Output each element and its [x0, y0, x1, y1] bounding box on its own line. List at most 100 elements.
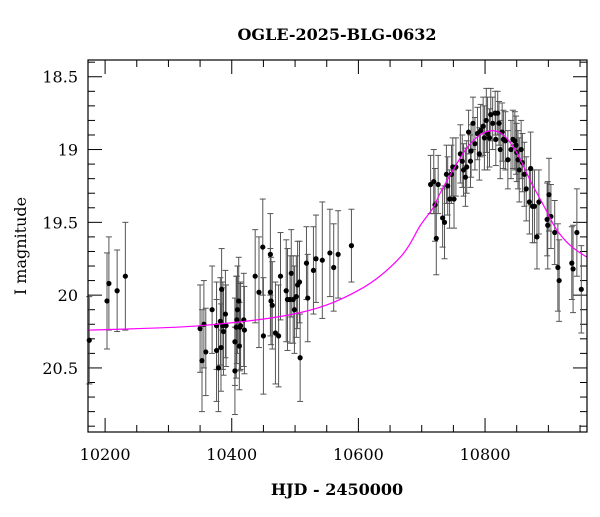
data-point	[441, 219, 448, 225]
data-point	[569, 260, 575, 266]
data-point	[465, 129, 472, 135]
y-tick-label: 20.5	[42, 359, 78, 378]
data-point	[481, 135, 488, 141]
y-tick-label: 19	[58, 141, 78, 160]
data-point	[483, 117, 489, 124]
data-point	[546, 192, 552, 198]
data-point	[480, 123, 486, 129]
data-point	[445, 183, 451, 189]
data-point	[106, 280, 112, 287]
data-point	[488, 111, 494, 118]
data-point	[440, 215, 446, 221]
error-bars	[86, 87, 585, 416]
data-point	[313, 256, 319, 262]
data-point	[122, 273, 128, 279]
data-point	[331, 264, 337, 271]
data-point	[570, 266, 576, 272]
data-points	[86, 110, 584, 374]
tick-labels: 10200 10400 10600 10800 18.5 19 19.5 20 20.5	[42, 68, 510, 464]
model-curve	[87, 130, 588, 331]
data-point	[215, 365, 222, 371]
data-point	[552, 229, 558, 236]
data-point	[521, 171, 527, 177]
data-point	[496, 120, 502, 126]
data-point	[513, 142, 519, 148]
data-point	[505, 157, 511, 163]
data-point	[574, 229, 580, 236]
data-point	[518, 146, 524, 153]
data-point	[476, 151, 482, 157]
data-point	[435, 181, 441, 188]
data-point	[446, 196, 453, 202]
data-point	[260, 333, 267, 339]
data-point	[241, 327, 248, 333]
data-point	[536, 199, 542, 205]
x-tick-label: 10800	[460, 445, 511, 464]
data-point	[555, 264, 561, 271]
data-point	[348, 243, 355, 249]
data-point	[213, 347, 220, 354]
data-point	[232, 368, 238, 374]
data-point	[335, 251, 341, 257]
y-axis-label: I magnitude	[11, 197, 30, 295]
data-point	[464, 164, 470, 170]
data-point	[534, 234, 540, 240]
data-point	[502, 138, 508, 144]
data-point	[327, 250, 333, 256]
data-point	[523, 186, 529, 192]
data-point	[578, 286, 584, 292]
data-point	[472, 141, 478, 147]
data-point	[197, 326, 203, 332]
data-point	[556, 277, 562, 284]
data-point	[267, 251, 273, 257]
data-point	[209, 307, 215, 313]
data-point	[223, 323, 229, 329]
data-point	[232, 339, 238, 345]
data-point	[104, 298, 110, 304]
data-point	[443, 171, 450, 177]
data-point	[544, 216, 550, 223]
data-point	[459, 158, 465, 164]
plot-frame	[87, 59, 588, 433]
data-point	[296, 279, 303, 285]
data-point	[468, 148, 474, 154]
data-point	[478, 128, 484, 134]
data-point	[252, 273, 258, 279]
data-point	[288, 270, 294, 276]
data-point	[199, 358, 205, 364]
data-point	[486, 135, 493, 141]
data-point	[236, 298, 242, 304]
x-tick-label: 10400	[206, 445, 257, 464]
data-point	[283, 288, 289, 294]
data-point	[222, 311, 229, 317]
data-point	[293, 293, 299, 300]
data-point	[114, 288, 120, 294]
data-point	[467, 158, 474, 164]
y-tick-label: 20	[58, 286, 78, 305]
x-tick-label: 10600	[333, 445, 384, 464]
x-axis-label: HJD - 2450000	[271, 480, 403, 499]
data-point	[470, 120, 476, 126]
data-point	[516, 167, 522, 173]
data-point	[234, 317, 240, 323]
data-point	[233, 324, 239, 330]
data-point	[276, 333, 282, 339]
data-point	[297, 355, 303, 361]
data-point	[291, 307, 298, 313]
data-point	[545, 222, 551, 228]
data-point	[218, 344, 224, 351]
chart-title: OGLE-2025-BLG-0632	[237, 25, 436, 44]
data-point	[531, 203, 538, 209]
data-point	[236, 343, 242, 349]
data-point	[277, 273, 284, 279]
data-point	[433, 235, 439, 241]
data-point	[319, 257, 325, 263]
data-point	[451, 196, 457, 202]
data-point	[269, 302, 275, 308]
data-point	[512, 138, 518, 144]
data-point	[526, 199, 532, 205]
data-point	[493, 136, 499, 142]
data-point	[220, 328, 227, 335]
data-point	[495, 110, 501, 116]
